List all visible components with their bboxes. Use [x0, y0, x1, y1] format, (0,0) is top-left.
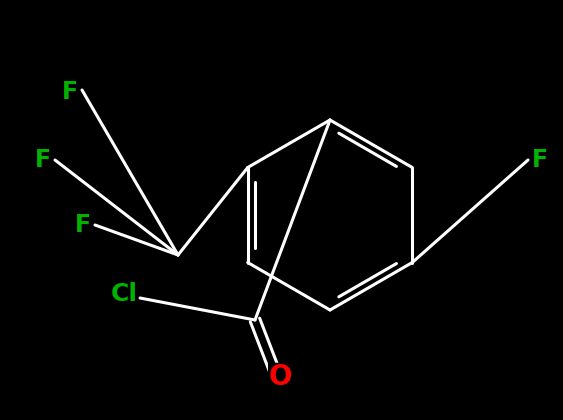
Text: F: F — [75, 213, 91, 237]
Text: F: F — [532, 148, 548, 172]
Text: F: F — [35, 148, 51, 172]
Text: F: F — [62, 80, 78, 104]
Text: O: O — [268, 363, 292, 391]
Text: Cl: Cl — [111, 282, 138, 306]
